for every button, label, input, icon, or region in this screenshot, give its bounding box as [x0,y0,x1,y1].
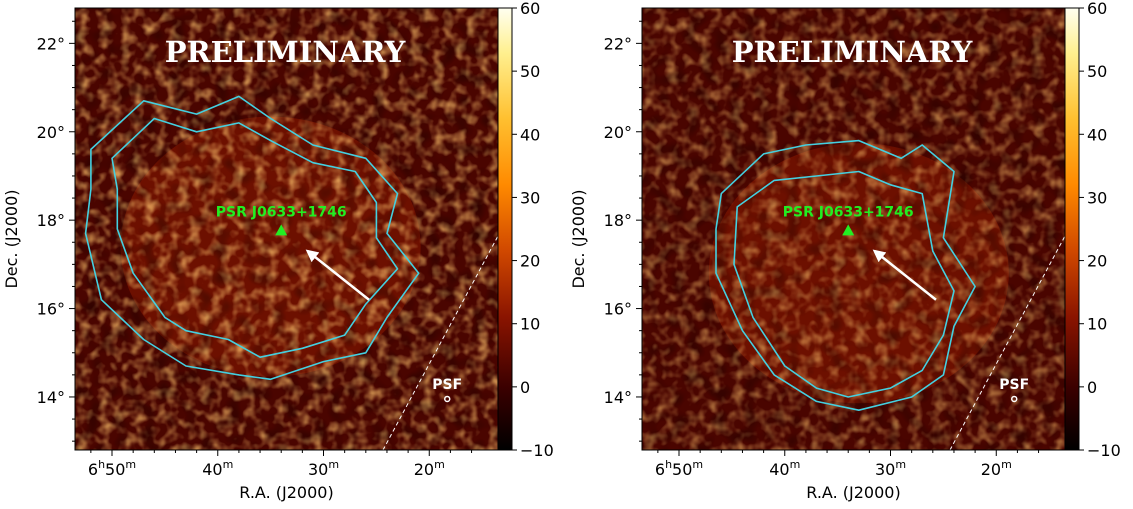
y-axis-ticks: 22° 20° 18° 16° 14° [37,20,75,442]
colorbar: 60 50 40 30 20 10 0 −10 [1064,0,1121,460]
pulsar-marker-icon [275,224,288,236]
proper-motion-arrow [872,249,937,301]
colorbar-tick-label: 40 [520,125,540,144]
y-axis-title: Dec. (J2000) [569,189,588,288]
outer-contour [84,95,420,381]
map-dark-texture [75,8,498,450]
colorbar-gradient [1064,7,1080,451]
x-tick-label: 6h50m [88,458,136,479]
preliminary-watermark: PRELIMINARY [165,35,406,69]
y-tick-label: 22° [37,34,65,53]
pulsar-label: PSR J0633+1746 [783,204,914,220]
inner-contour [111,117,399,358]
x-tick-label: 30m [875,458,906,479]
colorbar-tick-label: 60 [1087,0,1107,18]
y-tick-label: 18° [604,211,632,230]
x-axis-title: R.A. (J2000) [806,483,900,502]
colorbar-tick-label: 30 [1087,188,1107,207]
colorbar-ticks: 60 50 40 30 20 10 0 −10 [512,0,554,460]
psf-circle-icon [1010,395,1018,403]
pulsar-marker-icon [842,224,855,236]
y-tick-label: 20° [604,123,632,142]
pulsar-label: PSR J0633+1746 [216,204,347,220]
fov-edge-line [382,235,499,451]
colorbar-tick-label: 0 [520,378,530,397]
x-axis-ticks: 6h50m 40m 30m 20m [88,450,473,479]
y-tick-label: 20° [37,123,65,142]
colorbar-ticks: 60 50 40 30 20 10 0 −10 [1079,0,1121,460]
x-tick-label: 20m [981,458,1012,479]
colorbar-tick-label: −10 [520,441,554,460]
y-tick-label: 14° [37,388,65,407]
y-tick-label: 18° [37,211,65,230]
colorbar: 60 50 40 30 20 10 0 −10 [497,0,554,460]
y-axis-title: Dec. (J2000) [2,189,21,288]
preliminary-watermark: PRELIMINARY [732,35,973,69]
y-tick-label: 22° [604,34,632,53]
x-tick-label: 20m [414,458,445,479]
colorbar-tick-label: 0 [1087,378,1097,397]
psf-circle-icon [443,395,451,403]
colorbar-tick-label: 10 [1087,315,1107,334]
colorbar-tick-label: 20 [1087,252,1107,271]
y-tick-label: 16° [37,300,65,319]
colorbar-tick-label: −10 [1087,441,1121,460]
y-tick-label: 14° [604,388,632,407]
colorbar-tick-label: 20 [520,252,540,271]
colorbar-tick-label: 40 [1087,125,1107,144]
colorbar-tick-label: 10 [520,315,540,334]
significance-map: PSR J0633+1746 PSF PRELIMINARY [74,7,499,451]
x-axis-title: R.A. (J2000) [239,483,333,502]
colorbar-tick-label: 60 [520,0,540,18]
x-tick-label: 30m [308,458,339,479]
proper-motion-arrow [305,249,370,301]
fov-edge-line [949,235,1066,451]
y-axis-ticks: 22° 20° 18° 16° 14° [604,20,642,442]
colorbar-gradient [497,7,513,451]
sky-map-panel-right: PSR J0633+1746 PSF PRELIMINARY 22° 20° 18°… [569,0,1121,502]
outer-contour [715,139,976,411]
x-tick-label: 40m [202,458,233,479]
map-dark-texture [642,8,1065,450]
y-tick-label: 16° [604,300,632,319]
x-tick-label: 6h50m [655,458,703,479]
psf-label: PSF [432,377,462,393]
sky-map-panel-left: PSR J0633+1746 PSF PRELIMINARY 22° 20° 18°… [2,0,554,502]
colorbar-tick-label: 50 [1087,62,1107,81]
colorbar-tick-label: 50 [520,62,540,81]
inner-contour [733,170,955,398]
x-tick-label: 40m [769,458,800,479]
significance-map: PSR J0633+1746 PSF PRELIMINARY [641,7,1066,451]
x-axis-ticks: 6h50m 40m 30m 20m [655,450,1040,479]
psf-label: PSF [999,377,1029,393]
colorbar-tick-label: 30 [520,188,540,207]
